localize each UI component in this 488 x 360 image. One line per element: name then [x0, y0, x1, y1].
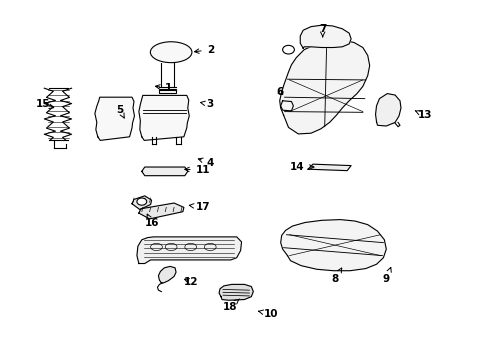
Polygon shape [95, 97, 134, 140]
Text: 2: 2 [194, 45, 213, 55]
Text: 3: 3 [200, 99, 213, 109]
Text: 13: 13 [414, 110, 432, 120]
Text: 11: 11 [184, 165, 210, 175]
Polygon shape [280, 220, 386, 271]
Text: 18: 18 [222, 299, 239, 312]
Polygon shape [219, 284, 253, 300]
Text: 6: 6 [276, 87, 283, 97]
Text: 10: 10 [258, 309, 278, 319]
Text: 7: 7 [318, 24, 326, 37]
Text: 4: 4 [198, 158, 214, 168]
Polygon shape [307, 164, 350, 171]
Text: 14: 14 [289, 162, 313, 172]
Text: 9: 9 [382, 267, 390, 284]
Polygon shape [139, 203, 183, 219]
Polygon shape [158, 266, 176, 283]
Polygon shape [279, 40, 369, 134]
Text: 1: 1 [155, 83, 172, 93]
Text: 16: 16 [144, 214, 159, 228]
Polygon shape [300, 25, 350, 48]
Text: 5: 5 [116, 105, 124, 118]
Circle shape [137, 198, 146, 205]
Polygon shape [137, 237, 241, 264]
Ellipse shape [150, 42, 192, 63]
Text: 15: 15 [36, 99, 54, 109]
Polygon shape [132, 196, 151, 210]
Polygon shape [375, 94, 400, 126]
Text: 17: 17 [189, 202, 210, 212]
Text: 12: 12 [183, 276, 198, 287]
Text: 8: 8 [331, 268, 341, 284]
Polygon shape [142, 167, 187, 176]
Polygon shape [139, 95, 189, 140]
